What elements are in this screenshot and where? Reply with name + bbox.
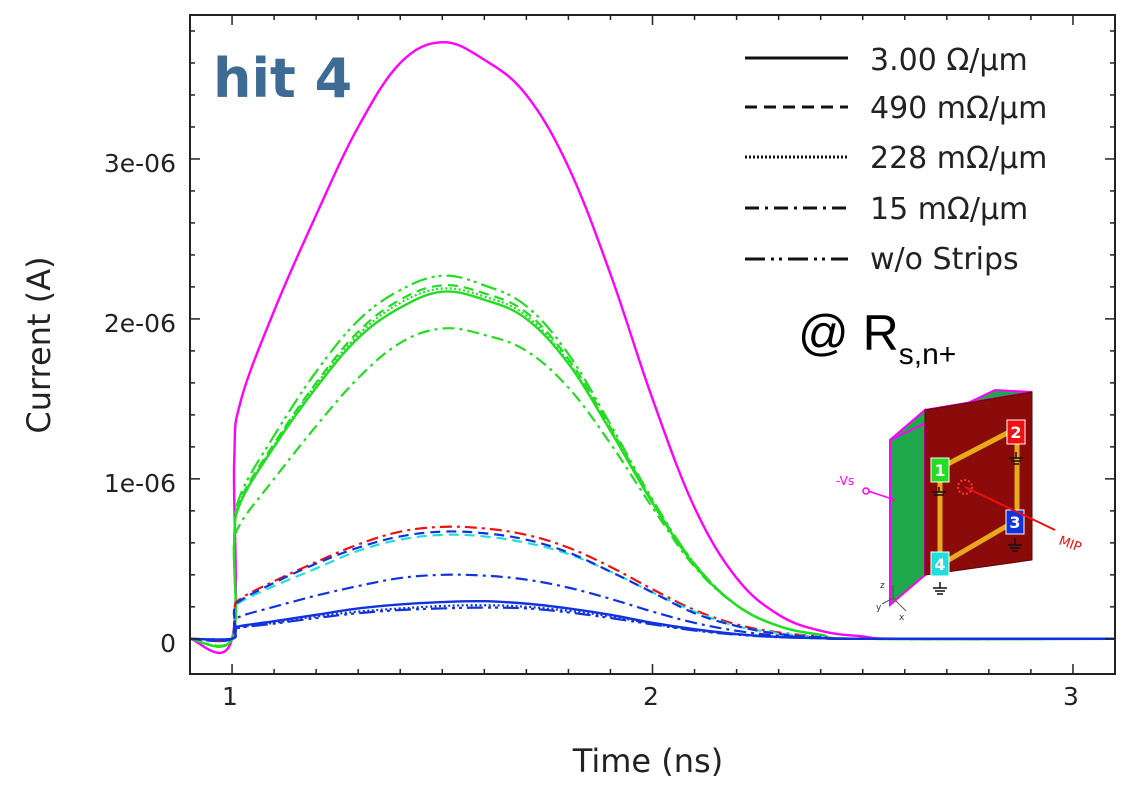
mip-label: MIP [1057, 534, 1084, 556]
legend-label: w/o Strips [870, 242, 1019, 277]
x-tick-label: 1 [222, 682, 238, 711]
series-line-pad1-228 [190, 287, 1115, 648]
y-tick-label: 1e-06 [104, 469, 176, 498]
resistance-annotation: @ Rs,n+ [798, 305, 956, 371]
resistance-annotation-prefix: @ R [798, 305, 899, 361]
x-axis-title: Time (ns) [572, 742, 723, 780]
legend-label: 3.00 Ω/μm [870, 43, 1028, 78]
axis-triad [881, 585, 907, 612]
legend-label: 228 mΩ/μm [870, 141, 1047, 176]
electrode-4-label: 4 [934, 555, 945, 574]
electrode-1 [930, 457, 950, 483]
electrode-2 [1006, 419, 1026, 445]
series-line-pad1-wo [190, 274, 1115, 648]
series-line-pad3-490 [190, 530, 1115, 643]
electrode-4 [930, 551, 950, 577]
ticks-group [189, 15, 1116, 674]
bias-terminal [862, 487, 870, 495]
y-tick-label: 2e-06 [104, 309, 176, 338]
electrode-1-label: 1 [934, 461, 945, 480]
series-line-pad4-cyan [190, 533, 1115, 643]
legend: 3.00 Ω/μm 490 mΩ/μm 228 mΩ/μm 15 mΩ/μm w… [745, 43, 1047, 277]
electrode-3-label: 3 [1009, 513, 1020, 532]
chart-title: hit 4 [213, 47, 352, 110]
axis-triad-label-y: y [876, 603, 882, 613]
series-line-pad1-490 [190, 284, 1115, 648]
axis-triad-label-z: z [880, 581, 885, 591]
y-axis-title: Current (A) [20, 256, 58, 433]
mip-hit-marker [957, 479, 973, 495]
mip-track [964, 486, 1056, 531]
electrode-2-label: 2 [1010, 423, 1021, 442]
series-line-pad4-3.00 [190, 40, 1115, 654]
series-line-pad3-wo [190, 606, 1115, 641]
x-tick-label: 3 [1063, 682, 1079, 711]
series-line-pad3-228 [190, 604, 1115, 641]
series-line-pad3-15 [190, 573, 1115, 642]
y-tick-label: 3e-06 [104, 149, 176, 178]
series-line-pad2-red [190, 525, 1115, 643]
y-tick-label: 0 [160, 629, 176, 658]
legend-label: 490 mΩ/μm [870, 91, 1047, 126]
resistance-annotation-subscript: s,n+ [899, 338, 957, 371]
bias-label: -Vs [836, 474, 854, 488]
ground-symbols [932, 452, 1023, 595]
series-group [190, 40, 1115, 654]
axis-triad-label-x: x [899, 613, 905, 623]
bias-wire [867, 490, 896, 501]
x-tick-label: 2 [643, 682, 659, 711]
sensor-inset: 1 2 3 4 MIP -Vs z y x [836, 388, 1084, 623]
legend-label: 15 mΩ/μm [870, 192, 1028, 227]
sensor-side-face [889, 407, 926, 608]
